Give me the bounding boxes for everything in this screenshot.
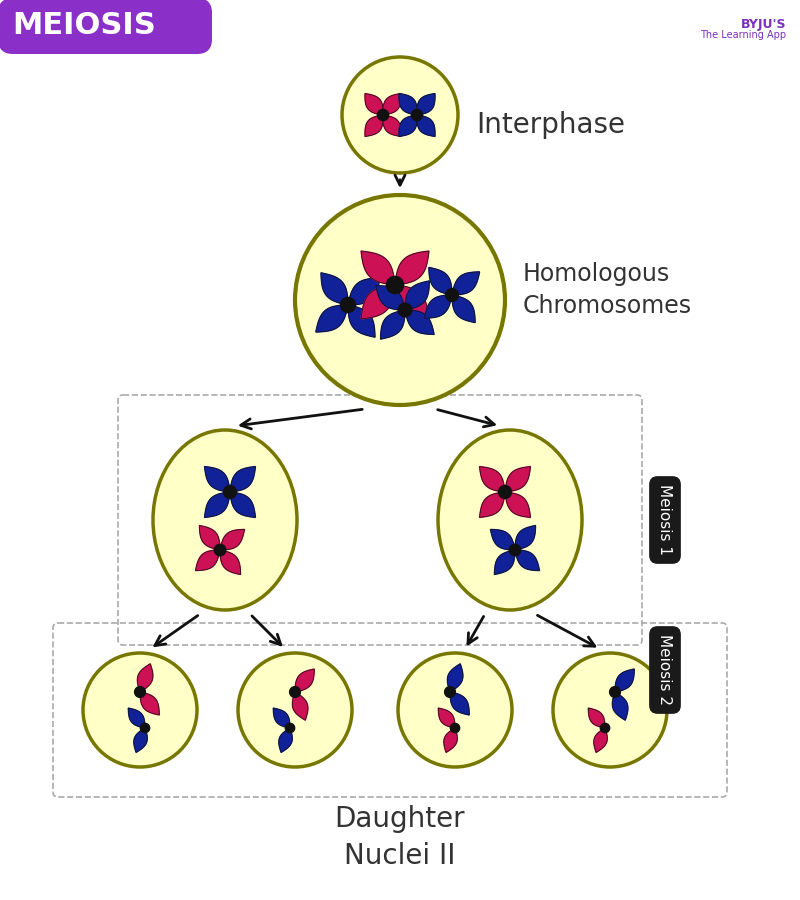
Polygon shape: [140, 692, 159, 715]
Text: Meiosis 1: Meiosis 1: [658, 484, 673, 555]
Polygon shape: [594, 728, 607, 752]
Circle shape: [134, 687, 146, 698]
Circle shape: [446, 289, 458, 302]
Circle shape: [286, 724, 294, 733]
Polygon shape: [138, 664, 153, 692]
Polygon shape: [395, 285, 429, 319]
Polygon shape: [405, 310, 434, 335]
Polygon shape: [220, 529, 245, 550]
Polygon shape: [295, 669, 314, 692]
Polygon shape: [405, 281, 430, 310]
Polygon shape: [361, 251, 395, 285]
Circle shape: [214, 544, 226, 556]
Polygon shape: [316, 305, 348, 332]
Polygon shape: [383, 115, 401, 137]
Polygon shape: [399, 94, 417, 115]
Polygon shape: [479, 492, 505, 517]
Circle shape: [553, 653, 667, 767]
Polygon shape: [399, 115, 417, 137]
Circle shape: [223, 485, 237, 499]
Circle shape: [83, 653, 197, 767]
Polygon shape: [348, 278, 380, 305]
Polygon shape: [128, 708, 145, 728]
Polygon shape: [383, 94, 401, 115]
Polygon shape: [361, 285, 395, 319]
Polygon shape: [490, 529, 515, 550]
Polygon shape: [505, 466, 530, 492]
Polygon shape: [515, 526, 535, 550]
Text: Meiosis 2: Meiosis 2: [658, 634, 673, 706]
Polygon shape: [365, 115, 383, 137]
Polygon shape: [417, 94, 435, 115]
Polygon shape: [444, 728, 458, 752]
Polygon shape: [452, 272, 479, 295]
Circle shape: [411, 110, 422, 121]
Polygon shape: [515, 550, 539, 571]
Text: Interphase: Interphase: [476, 111, 625, 139]
Polygon shape: [205, 466, 230, 492]
Polygon shape: [588, 708, 605, 728]
Circle shape: [398, 303, 412, 317]
Circle shape: [238, 653, 352, 767]
Circle shape: [398, 653, 512, 767]
Polygon shape: [205, 492, 230, 517]
Polygon shape: [417, 115, 435, 137]
Circle shape: [342, 57, 458, 173]
Polygon shape: [376, 285, 405, 310]
Polygon shape: [230, 466, 255, 492]
Polygon shape: [494, 550, 515, 574]
Text: The Learning App: The Learning App: [700, 30, 786, 40]
Text: MEIOSIS: MEIOSIS: [12, 12, 156, 40]
Polygon shape: [195, 550, 220, 571]
Polygon shape: [479, 466, 505, 492]
Polygon shape: [274, 708, 290, 728]
Polygon shape: [199, 526, 220, 550]
Polygon shape: [425, 295, 452, 318]
Text: BYJU'S: BYJU'S: [741, 18, 786, 31]
Circle shape: [600, 724, 610, 733]
Polygon shape: [230, 492, 255, 517]
FancyBboxPatch shape: [0, 0, 212, 54]
Polygon shape: [505, 492, 530, 517]
Circle shape: [295, 195, 505, 405]
Circle shape: [140, 724, 150, 733]
Polygon shape: [438, 708, 455, 728]
Circle shape: [445, 687, 455, 698]
Polygon shape: [348, 305, 375, 338]
Polygon shape: [452, 295, 475, 322]
Ellipse shape: [153, 430, 297, 610]
Polygon shape: [365, 94, 383, 115]
Text: Homologous
Chromosomes: Homologous Chromosomes: [523, 262, 692, 318]
Circle shape: [290, 687, 301, 698]
Polygon shape: [381, 310, 405, 339]
Polygon shape: [220, 550, 241, 574]
Circle shape: [498, 485, 511, 499]
Circle shape: [610, 687, 621, 698]
Polygon shape: [429, 267, 452, 295]
Polygon shape: [321, 273, 348, 305]
Polygon shape: [134, 728, 147, 752]
Ellipse shape: [438, 430, 582, 610]
Text: Daughter
Nuclei II: Daughter Nuclei II: [334, 805, 466, 869]
Polygon shape: [615, 669, 634, 692]
Circle shape: [510, 544, 521, 556]
Polygon shape: [447, 664, 463, 692]
Circle shape: [386, 276, 404, 293]
Polygon shape: [292, 692, 308, 720]
Circle shape: [341, 297, 355, 312]
Polygon shape: [450, 692, 470, 715]
Polygon shape: [279, 728, 292, 752]
Circle shape: [450, 724, 460, 733]
Polygon shape: [395, 251, 429, 285]
Polygon shape: [612, 692, 628, 720]
Circle shape: [378, 110, 389, 121]
